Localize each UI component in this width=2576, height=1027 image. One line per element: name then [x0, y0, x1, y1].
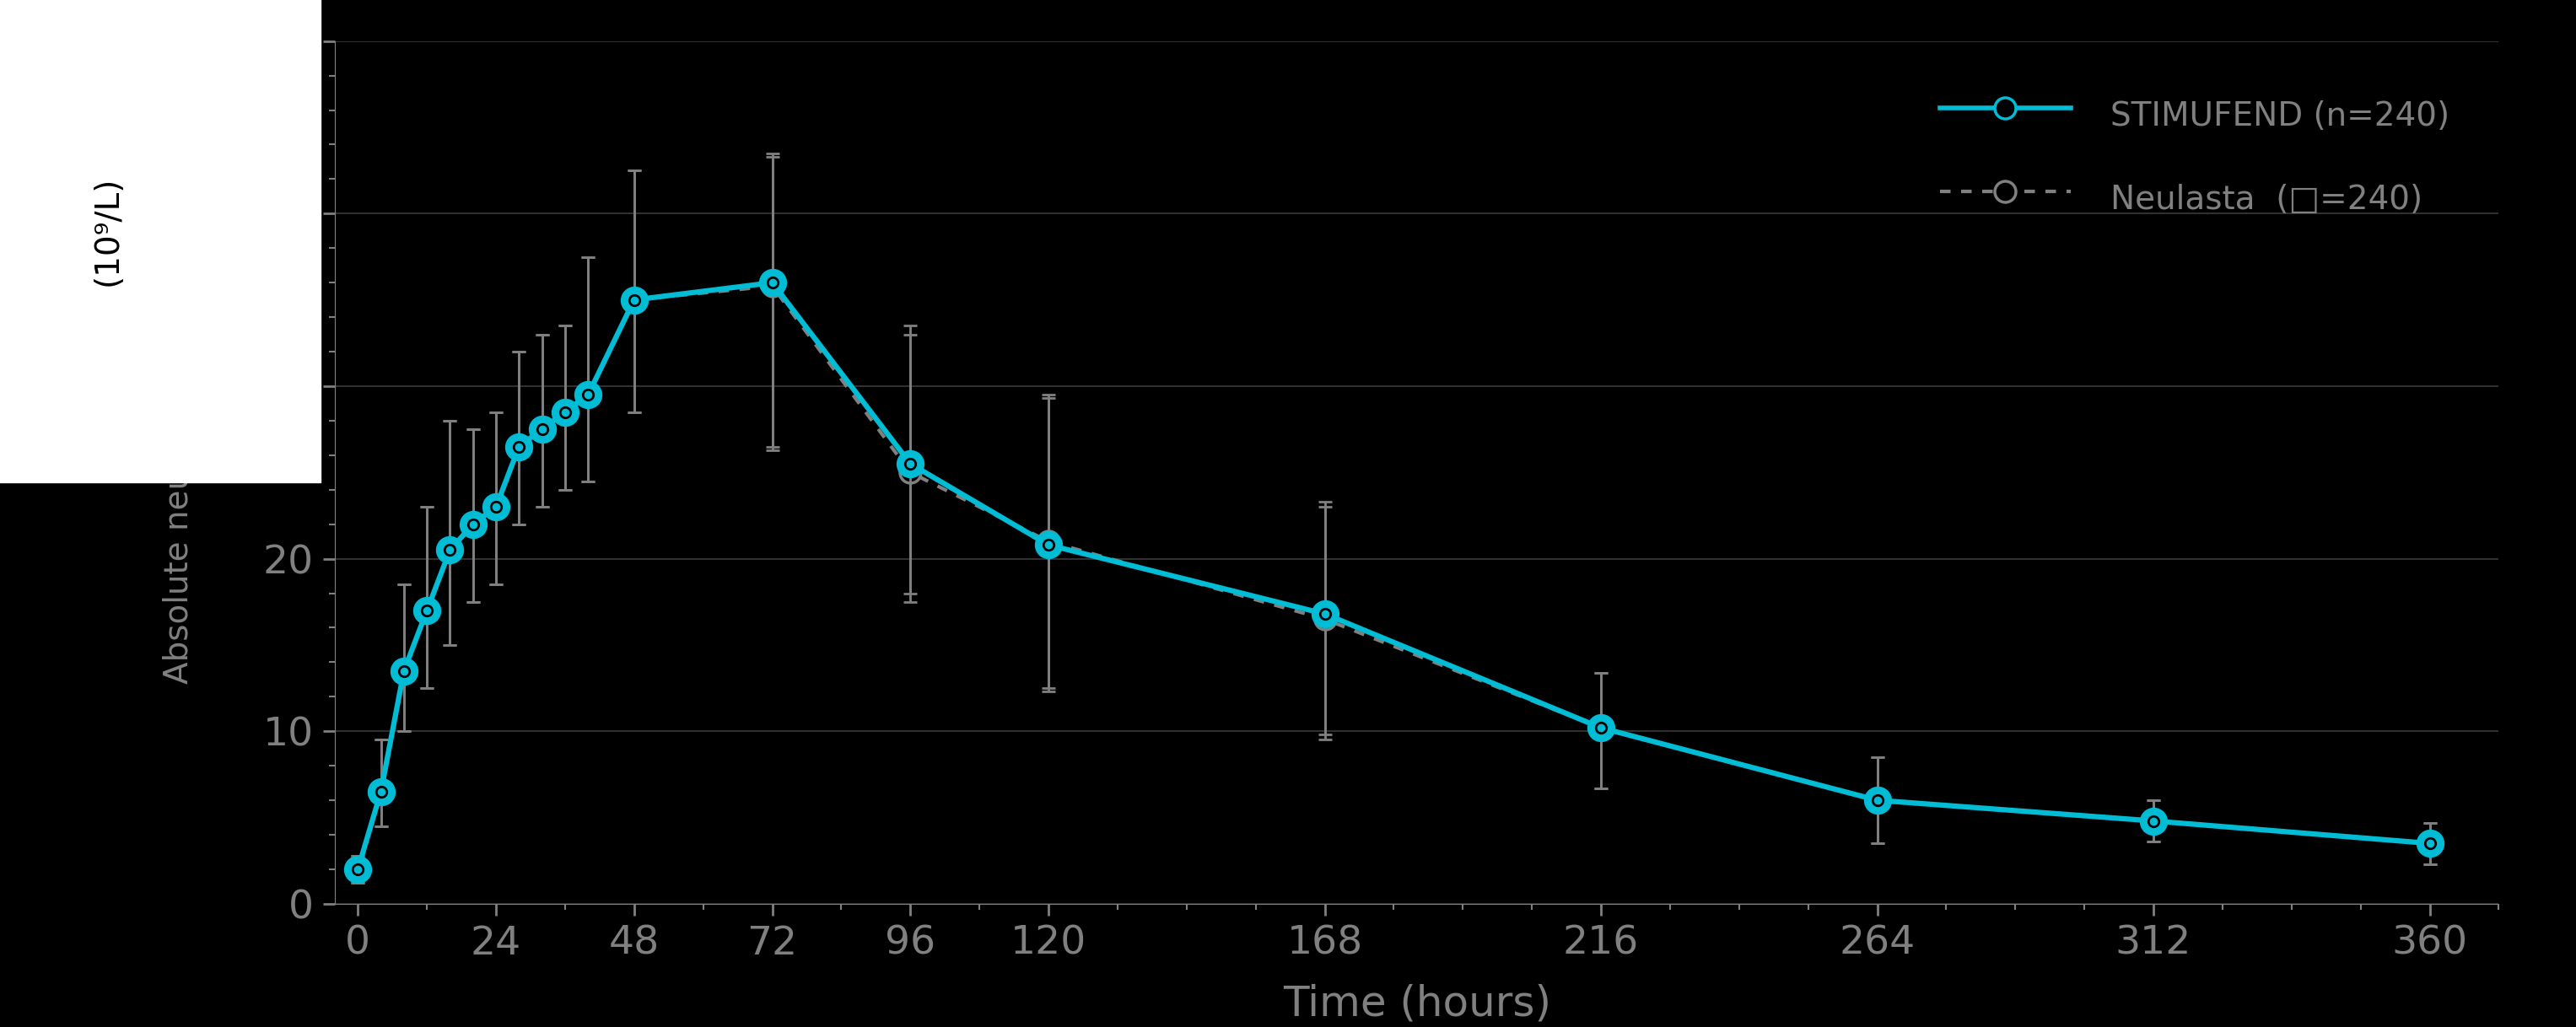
Legend: STIMUFEND (n=240), Neulasta  (□=240): STIMUFEND (n=240), Neulasta (□=240) — [1906, 58, 2483, 257]
Text: Absolute neutrophil count: Absolute neutrophil count — [162, 261, 196, 684]
Text: (10⁹/L): (10⁹/L) — [93, 176, 124, 286]
X-axis label: Time (hours): Time (hours) — [1283, 984, 1551, 1024]
